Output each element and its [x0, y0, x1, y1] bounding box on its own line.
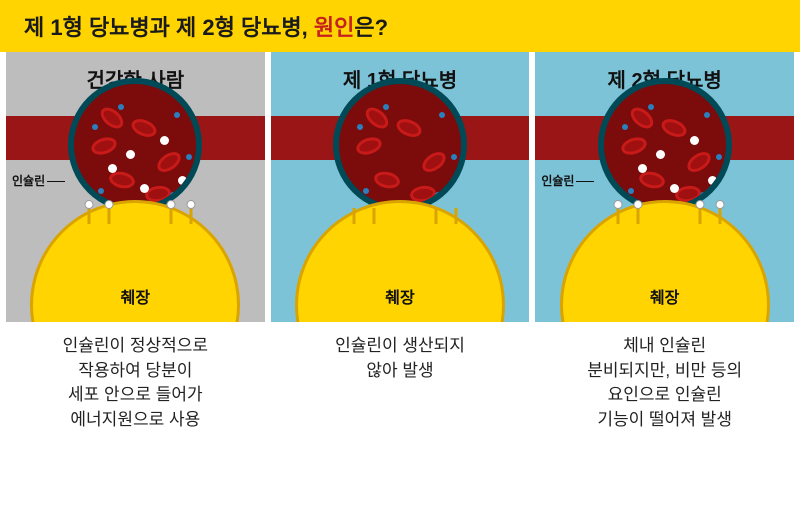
- white-dot: [708, 176, 717, 185]
- white-dot: [638, 164, 647, 173]
- diagram-type2: 제 2형 당뇨병인슐린당분✕췌장: [535, 52, 794, 322]
- blood-vessel-circle: [333, 78, 467, 212]
- panels-row: 건강한 사람인슐린당분췌장인슐린이 정상적으로 작용하여 당분이 세포 안으로 …: [0, 52, 800, 433]
- insulin-dot: [648, 104, 654, 110]
- receptor: [186, 200, 196, 224]
- receptor: [613, 200, 623, 224]
- white-dot: [160, 136, 169, 145]
- receptor: [715, 200, 725, 224]
- receptor: [451, 200, 461, 224]
- insulin-dot: [704, 112, 710, 118]
- insulin-dot: [435, 192, 441, 198]
- receptor: [104, 200, 114, 224]
- title-accent: 원인: [314, 15, 354, 40]
- insulin-dot: [98, 188, 104, 194]
- panel-healthy: 건강한 사람인슐린당분췌장인슐린이 정상적으로 작용하여 당분이 세포 안으로 …: [6, 52, 265, 433]
- diagram-healthy: 건강한 사람인슐린당분췌장: [6, 52, 265, 322]
- panel-desc: 인슐린이 정상적으로 작용하여 당분이 세포 안으로 들어가 에너지원으로 사용: [6, 322, 265, 433]
- panel-type1: 제 1형 당뇨병췌장인슐린이 생산되지 않아 발생: [271, 52, 530, 433]
- insulin-label: 인슐린: [541, 172, 596, 189]
- receptor: [84, 200, 94, 224]
- title-suffix: 은?: [354, 15, 388, 40]
- pancreas-label: 췌장: [650, 284, 679, 308]
- insulin-dot: [716, 154, 722, 160]
- receptor: [633, 200, 643, 224]
- white-dot: [126, 150, 135, 159]
- insulin-dot: [451, 154, 457, 160]
- white-dot: [178, 176, 187, 185]
- white-dot: [670, 184, 679, 193]
- insulin-dot: [186, 154, 192, 160]
- insulin-dot: [174, 112, 180, 118]
- panel-desc: 인슐린이 생산되지 않아 발생: [271, 322, 530, 383]
- panel-type2: 제 2형 당뇨병인슐린당분✕췌장체내 인슐린 분비되지만, 비만 등의 요인으로…: [535, 52, 794, 433]
- insulin-dot: [622, 124, 628, 130]
- insulin-dot: [383, 104, 389, 110]
- white-dot: [656, 150, 665, 159]
- white-dot: [108, 164, 117, 173]
- pancreas-label: 췌장: [385, 284, 414, 308]
- title-prefix: 제 1형 당뇨병과 제 2형 당뇨병,: [24, 15, 314, 40]
- receptor: [369, 200, 379, 224]
- receptor: [695, 200, 705, 224]
- insulin-dot: [363, 188, 369, 194]
- insulin-label: 인슐린: [12, 172, 67, 189]
- white-dot: [690, 136, 699, 145]
- title-bar: 제 1형 당뇨병과 제 2형 당뇨병, 원인은?: [0, 0, 800, 52]
- insulin-dot: [439, 112, 445, 118]
- diagram-type1: 제 1형 당뇨병췌장: [271, 52, 530, 322]
- receptor: [431, 200, 441, 224]
- pancreas-label: 췌장: [121, 284, 150, 308]
- insulin-dot: [628, 188, 634, 194]
- receptor: [166, 200, 176, 224]
- page-title: 제 1형 당뇨병과 제 2형 당뇨병, 원인은?: [24, 10, 776, 42]
- insulin-dot: [92, 124, 98, 130]
- insulin-dot: [170, 192, 176, 198]
- panel-desc: 체내 인슐린 분비되지만, 비만 등의 요인으로 인슐린 기능이 떨어져 발생: [535, 322, 794, 433]
- insulin-dot: [357, 124, 363, 130]
- insulin-dot: [118, 104, 124, 110]
- insulin-dot: [700, 192, 706, 198]
- blood-vessel-circle: [598, 78, 732, 212]
- white-dot: [140, 184, 149, 193]
- blood-vessel-circle: [68, 78, 202, 212]
- receptor: [349, 200, 359, 224]
